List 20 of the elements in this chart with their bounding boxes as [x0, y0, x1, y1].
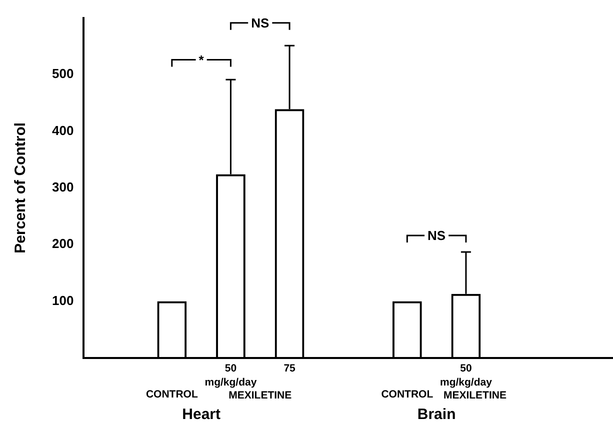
text: Brain	[417, 406, 456, 424]
annotation: *	[198, 52, 205, 68]
text: mg/kg/day	[440, 376, 492, 388]
x-tick-label: 75	[284, 362, 296, 374]
x-tick-label: 50	[224, 362, 237, 374]
y-tick-label: 100	[52, 292, 74, 308]
y-tick-label: 400	[52, 122, 74, 138]
text: mg/kg/day	[204, 376, 257, 388]
y-tick-label: 300	[52, 179, 74, 194]
y-tick-label: 200	[52, 236, 74, 252]
text: MEXILETINE	[228, 389, 292, 402]
x-tick-label: CONTROL	[381, 388, 434, 400]
annotation: NS	[251, 15, 270, 30]
y-tick-label: 500	[52, 66, 74, 82]
x-tick-label: CONTROL	[146, 388, 198, 400]
annotation: NS	[428, 228, 446, 244]
text: MEXILETINE	[443, 389, 506, 402]
x-tick-label: 50	[460, 362, 472, 374]
text: Heart	[182, 406, 220, 424]
y-axis-title: Percent of Control	[12, 122, 30, 254]
